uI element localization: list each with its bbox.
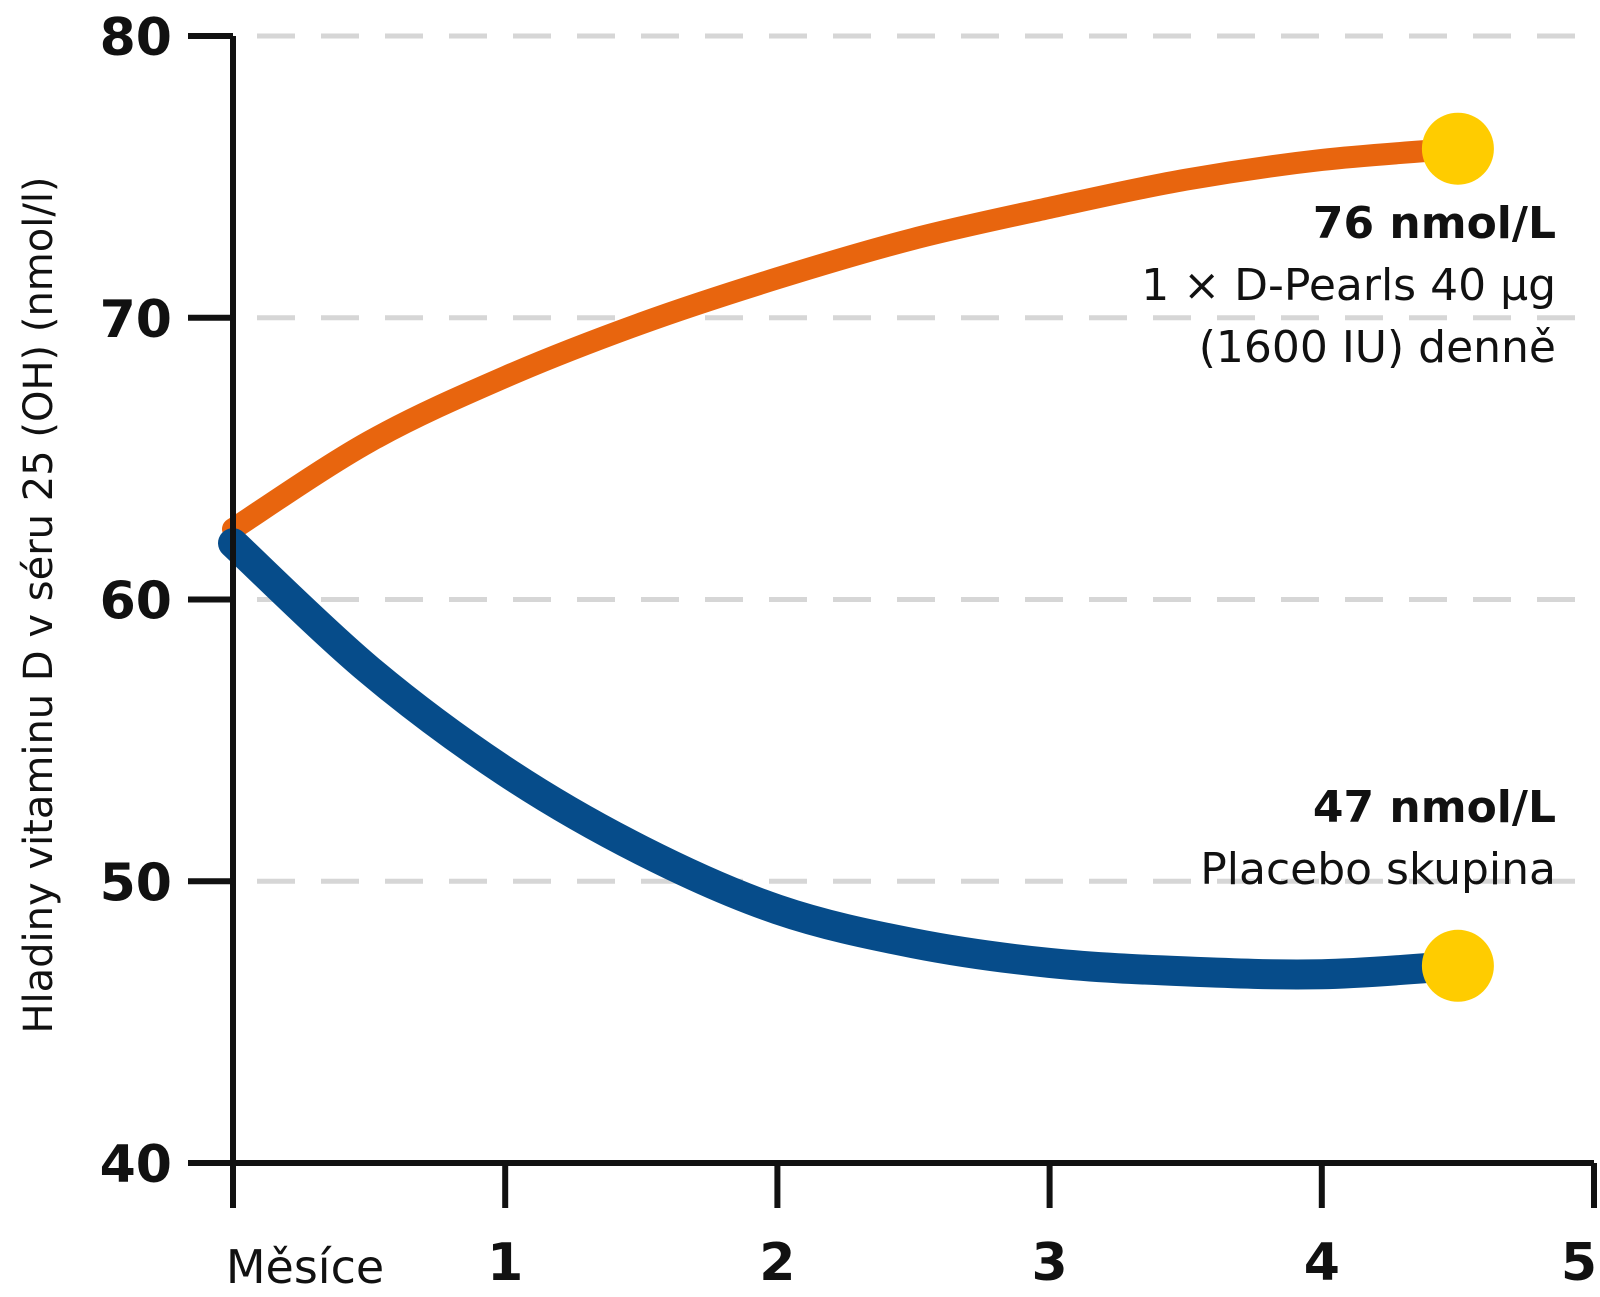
y-tick-label-80: 80 (100, 8, 172, 68)
series-lines (218, 137, 1473, 990)
end-marker-1 (1421, 929, 1494, 1002)
x-tick-label-4: 4 (1304, 1233, 1340, 1293)
x-tick-label-2: 2 (759, 1233, 795, 1293)
tick-labels: 40 50 60 70 80 1 2 3 4 5 (100, 8, 1597, 1293)
annotation-line-0-0: 1 × D-Pearls 40 µg (1141, 260, 1556, 311)
y-tick-label-40: 40 (100, 1135, 172, 1195)
end-marker-0 (1421, 112, 1494, 185)
annotation-value-1: 47 nmol/L (1313, 782, 1556, 833)
annotation-value-0: 76 nmol/L (1313, 198, 1556, 249)
y-tick-label-70: 70 (100, 290, 172, 350)
series-line-1 (218, 528, 1473, 990)
y-tick-label-60: 60 (100, 572, 172, 632)
ticks (188, 33, 1597, 1208)
x-origin-label: Měsíce (226, 1240, 384, 1294)
y-axis-label: Hladiny vitaminu D v séru 25 (OH) (nmol/… (16, 176, 62, 1033)
annotation-line-0-1: (1600 IU) denně (1199, 322, 1556, 373)
annotation-line-1-0: Placebo skupina (1200, 844, 1556, 895)
y-tick-label-50: 50 (100, 853, 172, 913)
series-line-0 (222, 137, 1469, 541)
end-markers (1421, 112, 1494, 1002)
x-tick-label-1: 1 (487, 1233, 523, 1293)
x-tick-label-3: 3 (1032, 1233, 1068, 1293)
x-tick-label-5: 5 (1561, 1233, 1597, 1293)
annotations: 76 nmol/L 1 × D-Pearls 40 µg (1600 IU) den… (1141, 198, 1556, 895)
grid-lines (257, 33, 1594, 884)
